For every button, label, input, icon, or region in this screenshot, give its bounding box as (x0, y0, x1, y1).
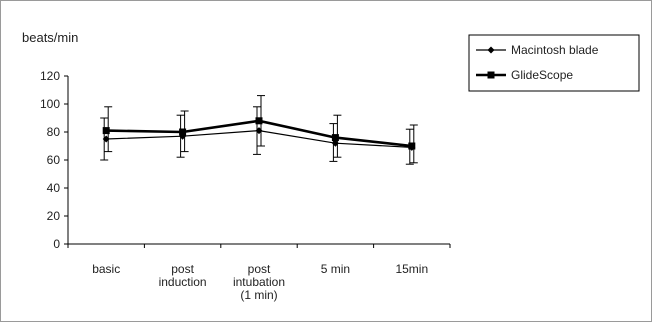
x-tick-label: basic (92, 262, 120, 276)
data-point-square (331, 134, 339, 142)
x-tick-label: intubation (233, 275, 285, 289)
legend-marker-square (487, 71, 495, 79)
y-tick-label: 20 (47, 209, 61, 223)
y-tick-label: 80 (47, 125, 61, 139)
data-point-square (255, 117, 263, 125)
x-tick-label: induction (159, 275, 207, 289)
y-tick-label: 40 (47, 181, 61, 195)
y-axis-label: beats/min (22, 30, 78, 45)
y-tick-label: 100 (40, 97, 60, 111)
y-tick-label: 120 (40, 69, 60, 83)
legend-marker-diamond (487, 46, 495, 54)
data-point-square (179, 128, 187, 136)
x-tick-label: (1 min) (240, 288, 277, 302)
data-point-square (408, 142, 416, 150)
legend-label: Macintosh blade (511, 43, 599, 57)
legend-label: GlideScope (511, 68, 573, 82)
y-tick-label: 0 (53, 237, 60, 251)
y-tick-label: 60 (47, 153, 61, 167)
x-tick-label: 15min (395, 262, 428, 276)
legend-box (468, 34, 640, 92)
data-point-square (102, 127, 110, 135)
legend: Macintosh blade GlideScope (468, 34, 640, 92)
x-tick-label: post (248, 262, 271, 276)
x-tick-label: 5 min (321, 262, 350, 276)
x-tick-label: post (171, 262, 194, 276)
